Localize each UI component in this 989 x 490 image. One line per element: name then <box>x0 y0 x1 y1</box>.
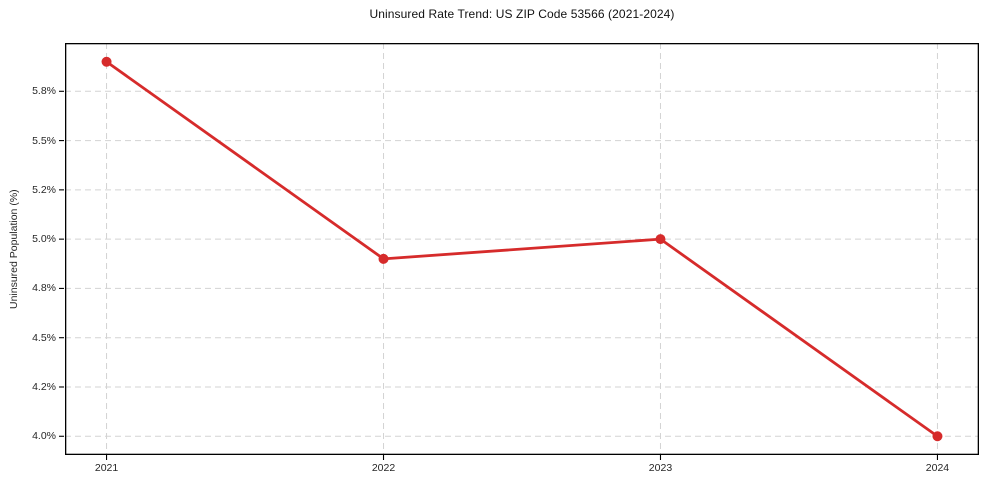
plot-area <box>59 42 980 460</box>
y-tick-labels: 4.0% 4.2% 4.5% 4.8% 5.0% 5.2% 5.5% 5.8% <box>0 43 56 455</box>
data-point-marker <box>655 234 666 245</box>
x-tick-label: 2024 <box>925 462 950 474</box>
line-chart-svg <box>59 42 980 460</box>
y-tick-label: 4.2% <box>32 380 56 393</box>
x-tick-labels: 2021 2022 2023 2024 <box>65 455 979 479</box>
y-tick-label: 5.0% <box>32 233 56 246</box>
x-tick-label: 2021 <box>94 462 119 474</box>
y-tick-label: 4.0% <box>32 430 56 443</box>
data-point-marker <box>932 431 943 442</box>
y-tick-label: 4.5% <box>32 331 56 344</box>
x-tick-label: 2023 <box>648 462 673 474</box>
y-tick-label: 4.8% <box>32 282 56 295</box>
y-tick-label: 5.2% <box>32 183 56 196</box>
x-tick-label: 2022 <box>371 462 396 474</box>
y-tick-label: 5.5% <box>32 134 56 147</box>
plot-border <box>64 42 980 456</box>
trend-line <box>105 60 939 438</box>
data-point-marker <box>101 56 112 67</box>
chart-title: Uninsured Rate Trend: US ZIP Code 53566 … <box>369 7 675 21</box>
data-point-marker <box>378 253 389 264</box>
y-tick-label: 5.8% <box>32 85 56 98</box>
